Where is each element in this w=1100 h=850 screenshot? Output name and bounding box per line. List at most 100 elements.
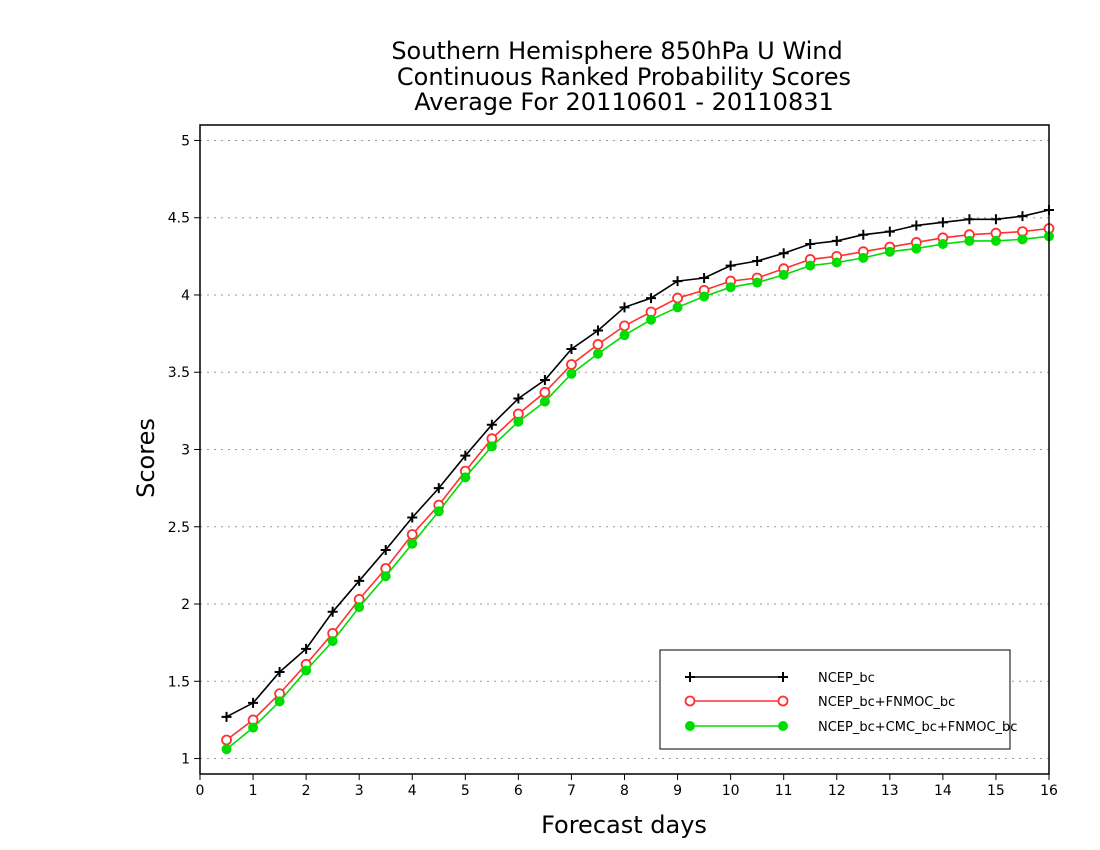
data-point	[619, 330, 630, 341]
x-tick-label: 13	[881, 783, 899, 799]
data-point	[964, 214, 975, 225]
data-point	[566, 359, 577, 370]
data-point	[911, 220, 922, 231]
data-point	[407, 538, 418, 549]
data-point	[964, 235, 975, 246]
data-point	[778, 269, 789, 280]
data-point	[433, 483, 444, 494]
x-tick-label: 15	[987, 783, 1005, 799]
data-point	[752, 255, 763, 266]
x-tick-label: 14	[934, 783, 952, 799]
series-group	[221, 204, 1055, 755]
x-tick-label: 4	[408, 783, 417, 799]
y-tick-label: 5	[181, 133, 190, 149]
data-point	[911, 243, 922, 254]
data-point	[672, 276, 683, 287]
legend-marker	[685, 672, 695, 682]
legend-label: NCEP_bc+CMC_bc+FNMOC_bc	[818, 720, 1017, 735]
data-point	[354, 602, 365, 613]
data-point	[725, 260, 736, 271]
data-point	[539, 374, 550, 385]
data-point	[831, 235, 842, 246]
y-tick-label: 1.5	[168, 674, 190, 690]
data-point	[380, 544, 391, 555]
data-point	[672, 302, 683, 313]
data-point	[433, 506, 444, 517]
legend: NCEP_bc NCEP_bc+FNMOC_bc NCEP_bc+CMC_bc+FN…	[659, 649, 1017, 750]
title-line-2: Continuous Ranked Probability Scores	[397, 63, 851, 91]
data-point	[380, 571, 391, 582]
data-point	[221, 744, 232, 755]
data-point	[327, 606, 338, 617]
x-tick-label: 6	[514, 783, 523, 799]
x-tick-label: 12	[828, 783, 846, 799]
series-ncep-bc	[221, 204, 1054, 722]
data-point	[805, 238, 816, 249]
data-point	[619, 320, 630, 332]
data-point	[699, 272, 710, 283]
data-point	[513, 416, 524, 427]
x-axis-label: Forecast days	[541, 811, 707, 839]
data-point	[990, 214, 1001, 225]
data-point	[221, 734, 232, 746]
data-point	[805, 260, 816, 271]
y-tick-label: 4	[181, 288, 190, 304]
legend-marker	[684, 695, 696, 707]
y-tick-label: 2	[181, 597, 190, 613]
data-point	[248, 722, 259, 733]
data-point	[858, 229, 869, 240]
data-point	[858, 252, 869, 263]
data-point	[274, 667, 285, 678]
data-point	[646, 314, 657, 325]
series-line	[226, 209, 1050, 718]
x-axis: 0 1 2 3 4 5 6 7 8 9 10 11 12 13 14 15 16	[196, 774, 1058, 799]
data-point	[592, 348, 603, 359]
data-point	[274, 696, 285, 707]
legend-label: NCEP_bc+FNMOC_bc	[818, 695, 955, 710]
legend-marker	[778, 721, 788, 731]
x-tick-label: 5	[461, 783, 470, 799]
data-point	[1017, 211, 1028, 222]
data-point	[937, 238, 948, 249]
y-tick-label: 1	[181, 752, 190, 768]
x-tick-label: 10	[722, 783, 740, 799]
data-point	[884, 246, 895, 257]
plot-frame	[199, 124, 1050, 775]
x-tick-label: 7	[567, 783, 576, 799]
data-point	[592, 325, 603, 336]
data-point	[1017, 234, 1028, 245]
data-point	[539, 396, 550, 407]
data-point	[699, 291, 710, 302]
y-axis: 1 1.5 2 2.5 3 3.5 4 4.5 5	[168, 133, 200, 768]
data-point	[248, 697, 259, 708]
data-point	[619, 302, 630, 313]
data-point	[725, 282, 736, 293]
x-tick-label: 9	[673, 783, 682, 799]
data-point	[831, 257, 842, 268]
data-point	[566, 368, 577, 379]
data-point	[354, 575, 365, 586]
data-point	[301, 665, 312, 676]
legend-marker	[777, 695, 789, 707]
chart-title: Southern Hemisphere 850hPa U Wind Contin…	[391, 37, 851, 116]
data-point	[646, 293, 657, 304]
title-line-3: Average For 20110601 - 20110831	[414, 88, 834, 116]
x-tick-label: 11	[775, 783, 793, 799]
legend-box	[659, 649, 1011, 750]
data-point	[486, 441, 497, 452]
x-tick-label: 2	[302, 783, 311, 799]
x-tick-label: 0	[196, 783, 205, 799]
data-point	[566, 344, 577, 355]
data-point	[937, 217, 948, 228]
y-tick-label: 4.5	[168, 211, 190, 227]
data-point	[752, 277, 763, 288]
x-tick-label: 1	[249, 783, 258, 799]
data-point	[460, 472, 471, 483]
data-point	[778, 248, 789, 259]
data-point	[486, 419, 497, 430]
data-point	[327, 636, 338, 647]
data-point	[301, 643, 312, 654]
y-axis-label: Scores	[132, 418, 160, 498]
legend-marker	[685, 721, 695, 731]
